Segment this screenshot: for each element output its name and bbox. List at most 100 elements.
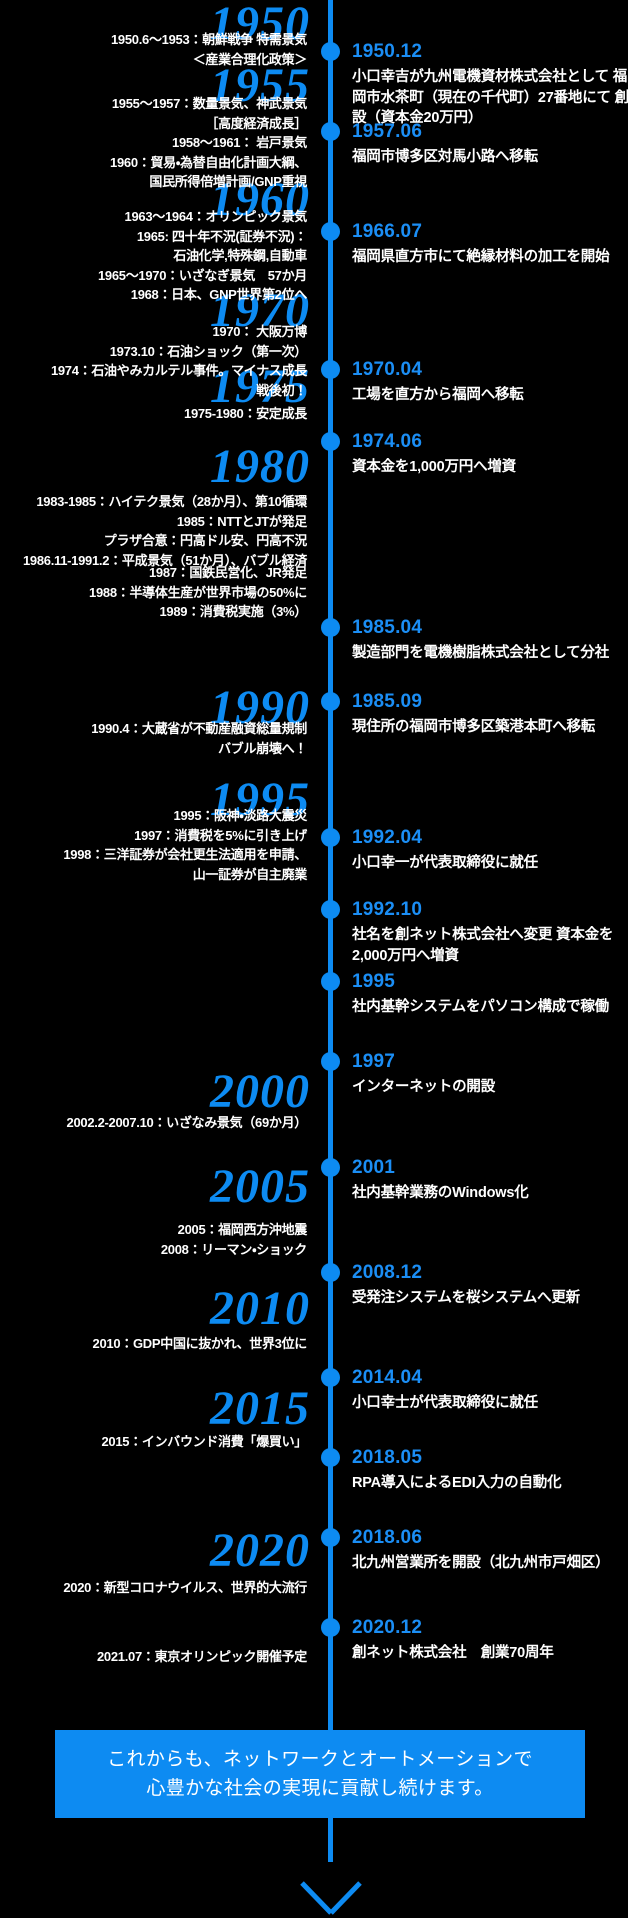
milestone-date: 2018.06 — [352, 1527, 423, 1548]
milestone-description: 社名を創ネット株式会社へ変更 資本金を2,000万円へ増資 — [352, 926, 614, 964]
era-note: 1950.6〜1953：朝鮮戦争 特需景気 ＜産業合理化政策＞ — [111, 32, 307, 67]
milestone-description: インターネットの開設 — [352, 1078, 495, 1095]
closing-message-banner: これからも、ネットワークとオートメーションで 心豊かな社会の実現に貢献し続けます… — [55, 1730, 585, 1818]
timeline-dot[interactable] — [321, 432, 340, 451]
milestone-entry: 2020.12 創ネット株式会社 創業70周年 — [352, 1618, 628, 1664]
milestone-entry: 1997 インターネットの開設 — [352, 1052, 628, 1098]
milestone-description: 小口幸一が代表取締役に就任 — [352, 854, 538, 871]
era-year-1980: 1980 — [210, 440, 310, 493]
milestone-entry: 1970.04 工場を直方から福岡へ移転 — [352, 360, 628, 406]
timeline-dot[interactable] — [321, 828, 340, 847]
milestone-entry: 1957.06 福岡市博多区対馬小路へ移転 — [352, 122, 628, 168]
era-note: 2005：福岡西方沖地震 2008：リーマン・ショック — [160, 1222, 307, 1257]
timeline-dot[interactable] — [321, 1263, 340, 1282]
milestone-date: 2008.12 — [352, 1262, 423, 1283]
milestone-date: 1992.04 — [352, 827, 423, 848]
timeline-dot[interactable] — [321, 900, 340, 919]
milestone-entry: 1974.06 資本金を1,000万円へ増資 — [352, 432, 628, 478]
era-year-2010: 2010 — [210, 1282, 310, 1335]
timeline-dot[interactable] — [321, 1158, 340, 1177]
era-year-2005: 2005 — [210, 1160, 310, 1213]
era-note: 1983-1985：ハイテク景気（28か月）、第10循環 1985：NTTとJT… — [22, 494, 307, 568]
era-year-1970: 1970 — [210, 284, 310, 337]
milestone-entry: 2018.06 北九州営業所を開設（北九州市戸畑区） — [352, 1528, 628, 1574]
timeline-arrow-icon — [286, 1855, 376, 1917]
milestone-entry: 2008.12 受発注システムを桜システムへ更新 — [352, 1263, 628, 1309]
milestone-date: 1985.04 — [352, 617, 423, 638]
timeline-dot[interactable] — [321, 42, 340, 61]
milestone-date: 2001 — [352, 1157, 396, 1178]
era-note: 2020：新型コロナウイルス、世界的大流行 — [63, 1580, 307, 1595]
timeline-spine — [328, 0, 333, 1862]
milestone-description: 福岡市博多区対馬小路へ移転 — [352, 148, 538, 165]
milestone-date: 2020.12 — [352, 1617, 423, 1638]
era-note: 1955〜1957：数量景気、神武景気 ［高度経済成長］ 1958〜1961： … — [110, 96, 307, 189]
milestone-date: 1957.06 — [352, 121, 423, 142]
milestone-description: 北九州営業所を開設（北九州市戸畑区） — [352, 1554, 610, 1571]
milestone-entry: 2018.05 RPA導入によるEDI入力の自動化 — [352, 1448, 628, 1494]
era-note: 2002.2-2007.10：いざなみ景気（69か月） — [66, 1115, 308, 1130]
era-note: 1975-1980：安定成長 — [184, 406, 307, 421]
era-year-2020: 2020 — [210, 1524, 310, 1577]
milestone-description: 工場を直方から福岡へ移転 — [352, 386, 524, 403]
milestone-date: 2014.04 — [352, 1367, 423, 1388]
era-note: 1970： 大阪万博 1973.10：石油ショック（第一次） 1974：石油やみ… — [50, 324, 307, 398]
milestone-entry: 1995 社内基幹システムをパソコン構成で稼働 — [352, 972, 628, 1018]
closing-message-text: これからも、ネットワークとオートメーションで 心豊かな社会の実現に貢献し続けます… — [107, 1748, 533, 1799]
timeline-dot[interactable] — [321, 360, 340, 379]
milestone-entry: 1992.10 社名を創ネット株式会社へ変更 資本金を2,000万円へ増資 — [352, 900, 628, 966]
era-note: 1963〜1964：オリンピック景気 1965: 四十年不況(証券不況)： 石油… — [97, 209, 307, 302]
timeline-dot[interactable] — [321, 1618, 340, 1637]
era-year-1990: 1990 — [210, 681, 310, 734]
timeline-dot[interactable] — [321, 1368, 340, 1387]
milestone-entry: 1992.04 小口幸一が代表取締役に就任 — [352, 828, 628, 874]
milestone-description: 福岡県直方市にて絶縁材料の加工を開始 — [352, 248, 610, 265]
milestone-date: 1992.10 — [352, 899, 423, 920]
timeline-dot[interactable] — [321, 222, 340, 241]
era-year-1950: 1950 — [210, 0, 310, 50]
milestone-description: 小口幸士が代表取締役に就任 — [352, 1394, 538, 1411]
timeline-dot[interactable] — [321, 692, 340, 711]
milestone-date: 1970.04 — [352, 359, 423, 380]
milestone-date: 1995 — [352, 971, 396, 992]
era-year-1960: 1960 — [210, 173, 310, 226]
milestone-entry: 2014.04 小口幸士が代表取締役に就任 — [352, 1368, 628, 1414]
timeline-dot[interactable] — [321, 122, 340, 141]
timeline-dot[interactable] — [321, 1052, 340, 1071]
era-note: 2021.07：東京オリンピック開催予定 — [97, 1649, 307, 1664]
milestone-description: 受発注システムを桜システムへ更新 — [352, 1289, 580, 1306]
era-note: 2010：GDP中国に抜かれ、世界3位に — [92, 1336, 308, 1351]
milestone-description: 社内基幹システムをパソコン構成で稼働 — [352, 998, 609, 1015]
milestone-entry: 1966.07 福岡県直方市にて絶縁材料の加工を開始 — [352, 222, 628, 268]
era-year-1995: 1995 — [210, 773, 310, 826]
era-note: 1987：国鉄民営化、JR発足 1988：半導体生産が世界市場の50%に 198… — [89, 565, 307, 619]
milestone-date: 1974.06 — [352, 431, 423, 452]
milestone-date: 1997 — [352, 1051, 396, 1072]
milestone-date: 2018.05 — [352, 1447, 423, 1468]
milestone-description: 現住所の福岡市博多区築港本町へ移転 — [352, 718, 596, 735]
milestone-description: 製造部門を電機樹脂株式会社として分社 — [352, 644, 609, 661]
milestone-entry: 1950.12 小口幸吉が九州電機資材株式会社として 福岡市水茶町（現在の千代町）… — [352, 42, 628, 129]
era-year-1975: 1975 — [210, 360, 310, 413]
milestone-date: 1966.07 — [352, 221, 423, 242]
timeline-dot[interactable] — [321, 1448, 340, 1467]
milestone-description: 小口幸吉が九州電機資材株式会社として 福岡市水茶町（現在の千代町）27番地にて … — [352, 68, 628, 127]
era-note: 2015：インバウンド消費「爆買い」 — [101, 1434, 307, 1449]
milestone-description: 資本金を1,000万円へ増資 — [352, 458, 516, 475]
milestone-date: 1950.12 — [352, 41, 423, 62]
milestone-description: 社内基幹業務のWindows化 — [352, 1184, 529, 1201]
era-year-1955: 1955 — [210, 59, 310, 112]
era-note: 1995：阪神・淡路大震災 1997：消費税を5%に引き上げ 1998：三洋証券… — [63, 808, 307, 882]
timeline-dot[interactable] — [321, 618, 340, 637]
era-note: 1990.4：大蔵省が不動産融資総量規制 バブル崩壊へ！ — [91, 721, 307, 756]
era-year-2000: 2000 — [210, 1065, 310, 1118]
milestone-date: 1985.09 — [352, 691, 423, 712]
milestone-entry: 2001 社内基幹業務のWindows化 — [352, 1158, 628, 1204]
milestone-entry: 1985.09 現住所の福岡市博多区築港本町へ移転 — [352, 692, 628, 738]
timeline-dot[interactable] — [321, 972, 340, 991]
milestone-entry: 1985.04 製造部門を電機樹脂株式会社として分社 — [352, 618, 628, 664]
milestone-description: RPA導入によるEDI入力の自動化 — [352, 1474, 562, 1491]
timeline-dot[interactable] — [321, 1528, 340, 1547]
milestone-description: 創ネット株式会社 創業70周年 — [352, 1644, 554, 1661]
